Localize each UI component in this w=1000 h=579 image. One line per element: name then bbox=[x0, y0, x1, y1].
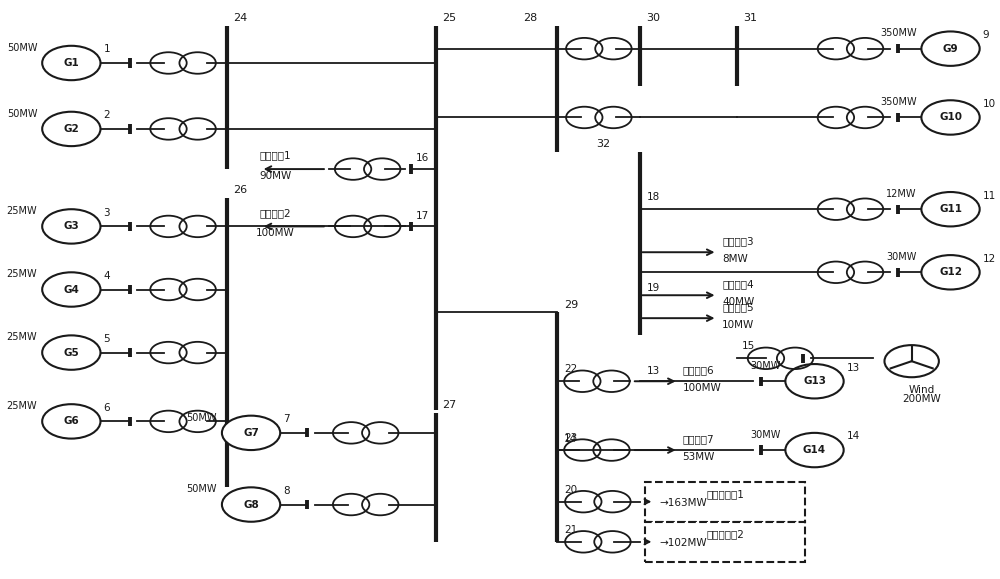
Circle shape bbox=[42, 112, 100, 146]
Circle shape bbox=[42, 209, 100, 244]
Text: G8: G8 bbox=[243, 500, 259, 510]
Text: 27: 27 bbox=[442, 400, 457, 410]
Text: 28: 28 bbox=[523, 13, 537, 23]
Text: 29: 29 bbox=[564, 299, 578, 310]
Text: 100MW: 100MW bbox=[682, 383, 721, 393]
Circle shape bbox=[921, 192, 980, 226]
Text: 50MW: 50MW bbox=[7, 109, 37, 119]
Text: 30: 30 bbox=[646, 13, 660, 23]
Text: 多晶硅负荷2: 多晶硅负荷2 bbox=[706, 529, 744, 539]
Text: 7: 7 bbox=[283, 414, 290, 424]
Text: 2: 2 bbox=[103, 111, 110, 120]
Text: 10MW: 10MW bbox=[722, 320, 754, 330]
Circle shape bbox=[222, 416, 280, 450]
Text: 25MW: 25MW bbox=[7, 401, 37, 411]
Circle shape bbox=[921, 255, 980, 290]
Text: 热力负荷7: 热力负荷7 bbox=[682, 434, 714, 444]
Text: 25MW: 25MW bbox=[7, 206, 37, 216]
Text: 90MW: 90MW bbox=[259, 171, 291, 181]
Circle shape bbox=[921, 100, 980, 135]
Circle shape bbox=[222, 488, 280, 522]
Text: 21: 21 bbox=[564, 525, 577, 535]
Text: 25MW: 25MW bbox=[7, 269, 37, 279]
Circle shape bbox=[42, 404, 100, 439]
Text: 13: 13 bbox=[646, 365, 660, 376]
Text: 30MW: 30MW bbox=[886, 252, 917, 262]
Text: G12: G12 bbox=[939, 267, 962, 277]
Text: G10: G10 bbox=[939, 112, 962, 123]
Text: 热力负荷6: 热力负荷6 bbox=[682, 365, 714, 376]
Text: 15: 15 bbox=[742, 342, 755, 351]
Text: G5: G5 bbox=[63, 347, 79, 358]
Text: 32: 32 bbox=[596, 139, 610, 149]
Text: 热力负荷4: 热力负荷4 bbox=[722, 280, 754, 290]
Text: 14: 14 bbox=[847, 431, 860, 441]
Text: G9: G9 bbox=[943, 43, 958, 54]
Text: G1: G1 bbox=[63, 58, 79, 68]
Circle shape bbox=[42, 46, 100, 80]
Text: 4: 4 bbox=[103, 271, 110, 281]
Text: 26: 26 bbox=[234, 185, 248, 195]
Text: Wind: Wind bbox=[908, 385, 935, 395]
Text: 14: 14 bbox=[564, 434, 577, 444]
Text: 24: 24 bbox=[234, 13, 248, 23]
Text: G7: G7 bbox=[243, 428, 259, 438]
Text: 19: 19 bbox=[646, 283, 660, 292]
Text: 11: 11 bbox=[983, 190, 996, 200]
Text: 23: 23 bbox=[564, 433, 577, 443]
Text: 30MW: 30MW bbox=[750, 361, 781, 371]
Text: 50MW: 50MW bbox=[187, 413, 217, 423]
Text: 18: 18 bbox=[646, 192, 660, 202]
Text: 53MW: 53MW bbox=[682, 452, 715, 462]
Text: 50MW: 50MW bbox=[187, 484, 217, 494]
Text: 6: 6 bbox=[103, 403, 110, 413]
Text: 10: 10 bbox=[983, 99, 996, 109]
Text: G6: G6 bbox=[63, 416, 79, 426]
Text: 16: 16 bbox=[416, 153, 429, 163]
Text: 12MW: 12MW bbox=[886, 189, 917, 199]
Text: 多晶硅负荷1: 多晶硅负荷1 bbox=[706, 489, 744, 499]
Circle shape bbox=[921, 31, 980, 66]
Text: G13: G13 bbox=[803, 376, 826, 386]
Text: G3: G3 bbox=[63, 221, 79, 232]
Text: G11: G11 bbox=[939, 204, 962, 214]
Text: 12: 12 bbox=[983, 254, 996, 263]
Text: 25: 25 bbox=[442, 13, 457, 23]
Text: 350MW: 350MW bbox=[880, 28, 917, 38]
Circle shape bbox=[785, 433, 844, 467]
Text: G2: G2 bbox=[63, 124, 79, 134]
Text: 350MW: 350MW bbox=[880, 97, 917, 107]
Text: 动力负荷2: 动力负荷2 bbox=[260, 208, 291, 218]
Text: 8MW: 8MW bbox=[722, 254, 748, 264]
Text: 热力负荷5: 热力负荷5 bbox=[722, 302, 754, 313]
Text: 40MW: 40MW bbox=[722, 297, 754, 307]
Text: 1: 1 bbox=[103, 45, 110, 54]
Text: 22: 22 bbox=[564, 364, 577, 375]
Text: →163MW: →163MW bbox=[659, 498, 707, 508]
FancyBboxPatch shape bbox=[645, 482, 805, 522]
FancyBboxPatch shape bbox=[645, 522, 805, 562]
Text: 100MW: 100MW bbox=[256, 228, 295, 238]
Circle shape bbox=[42, 335, 100, 370]
Text: 17: 17 bbox=[416, 211, 429, 221]
Text: 13: 13 bbox=[847, 362, 860, 373]
Text: 50MW: 50MW bbox=[7, 43, 37, 53]
Text: 20: 20 bbox=[564, 485, 577, 495]
Text: →102MW: →102MW bbox=[659, 538, 707, 548]
Text: 动力负荷3: 动力负荷3 bbox=[722, 236, 754, 247]
Text: 31: 31 bbox=[744, 13, 758, 23]
Text: 动力负荷1: 动力负荷1 bbox=[260, 151, 291, 160]
Text: 30MW: 30MW bbox=[750, 430, 781, 439]
Text: 25MW: 25MW bbox=[7, 332, 37, 342]
Text: 5: 5 bbox=[103, 334, 110, 344]
Circle shape bbox=[42, 272, 100, 307]
Text: 8: 8 bbox=[283, 486, 290, 496]
Text: 200MW: 200MW bbox=[902, 394, 941, 405]
Text: 9: 9 bbox=[983, 30, 989, 40]
Text: G4: G4 bbox=[63, 284, 79, 295]
Circle shape bbox=[785, 364, 844, 398]
Text: G14: G14 bbox=[803, 445, 826, 455]
Text: 3: 3 bbox=[103, 208, 110, 218]
